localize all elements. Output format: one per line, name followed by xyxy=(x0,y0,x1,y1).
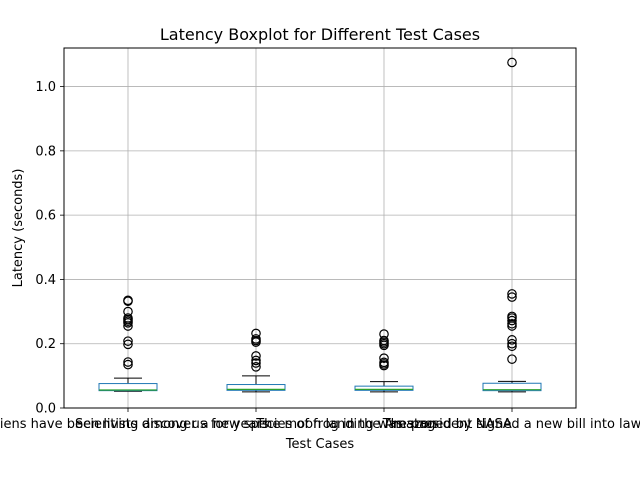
outlier-point xyxy=(507,318,517,329)
outlier-point xyxy=(379,329,389,339)
outlier-point xyxy=(507,315,517,326)
y-tick-label: 1.0 xyxy=(35,80,56,95)
outlier-point xyxy=(123,336,133,346)
outlier-point xyxy=(123,339,133,350)
y-tick-label: 0.6 xyxy=(35,209,56,224)
box-layer xyxy=(98,57,542,393)
chart-title: Latency Boxplot for Different Test Cases xyxy=(160,25,480,44)
x-axis-label: Test Cases xyxy=(285,437,355,452)
outlier-point xyxy=(123,313,133,323)
x-tick-label: The president signed a new bill into law xyxy=(382,417,640,432)
y-axis-label: Latency (seconds) xyxy=(11,169,26,288)
outlier-point xyxy=(251,355,261,366)
outlier-point xyxy=(123,295,133,306)
plot-background xyxy=(64,48,576,408)
outlier-point xyxy=(251,362,261,372)
box-group xyxy=(226,328,286,393)
iqr-box xyxy=(482,382,542,392)
outlier-point xyxy=(123,306,133,317)
outlier-point xyxy=(379,357,389,368)
outlier-point xyxy=(507,311,517,322)
outlier-point xyxy=(507,289,517,299)
iqr-box xyxy=(354,385,414,391)
x-tick-label: Aliens have been living among us for yea… xyxy=(0,417,269,432)
y-tick-label: 0.0 xyxy=(35,402,56,417)
iqr-box xyxy=(98,383,158,392)
y-tick-label: 0.4 xyxy=(35,273,56,288)
outlier-point xyxy=(507,57,517,68)
outlier-point xyxy=(251,351,261,361)
plot-frame xyxy=(63,47,577,409)
axis-layer: 0.0 0.2 0.4 0.6 0.8 1.0 Aliens have been livin… xyxy=(0,80,640,432)
box-group xyxy=(98,295,158,392)
outlier-point xyxy=(123,357,133,367)
outlier-point xyxy=(507,354,517,364)
y-tick-label: 0.2 xyxy=(35,337,56,352)
box-group xyxy=(482,57,542,393)
outlier-point xyxy=(379,335,389,346)
outlier-point xyxy=(379,353,389,363)
x-tick-label: Scientists discover a new species of fro… xyxy=(75,417,437,432)
y-tick-label: 0.8 xyxy=(35,144,56,159)
outlier-point xyxy=(507,292,517,302)
x-tick-label: The moon landing was staged by NASA xyxy=(255,417,512,432)
iqr-box xyxy=(226,384,286,391)
outlier-point xyxy=(507,335,517,345)
outlier-point xyxy=(507,338,517,349)
outlier-point xyxy=(251,358,261,368)
outlier-point xyxy=(251,334,261,344)
box-group xyxy=(354,329,414,393)
outlier-point xyxy=(251,328,261,339)
outlier-point xyxy=(123,359,133,370)
outlier-point xyxy=(507,341,517,352)
